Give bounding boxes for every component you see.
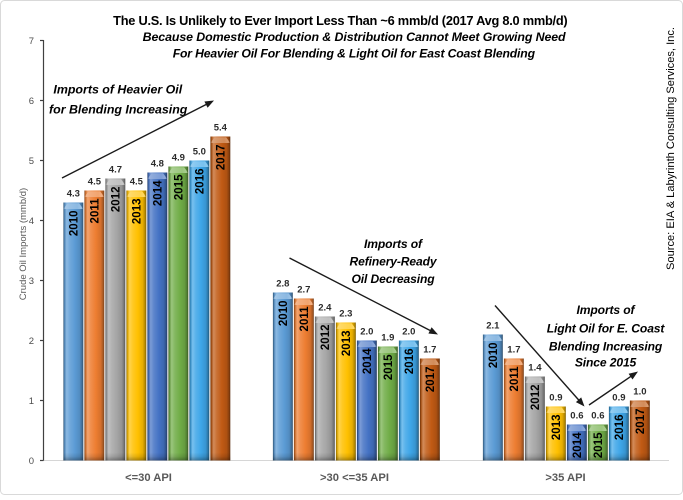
- svg-text:0: 0: [29, 456, 34, 467]
- svg-text:2010: 2010: [69, 211, 81, 237]
- svg-text:1.0: 1.0: [633, 387, 646, 398]
- svg-text:For Heavier Oil For Blending &: For Heavier Oil For Blending & Light Oil…: [173, 46, 536, 60]
- svg-text:Imports of: Imports of: [364, 237, 424, 251]
- svg-text:2.0: 2.0: [360, 327, 373, 338]
- svg-text:Imports of Heavier Oil: Imports of Heavier Oil: [53, 83, 182, 97]
- svg-text:for Blending Increasing: for Blending Increasing: [49, 102, 188, 116]
- svg-text:2011: 2011: [509, 366, 521, 392]
- svg-text:2.7: 2.7: [297, 285, 310, 296]
- svg-text:2012: 2012: [530, 385, 542, 411]
- svg-text:2014: 2014: [153, 180, 165, 206]
- svg-text:1.7: 1.7: [423, 345, 436, 356]
- svg-text:5: 5: [29, 156, 34, 167]
- svg-text:2014: 2014: [362, 348, 374, 374]
- svg-text:0.6: 0.6: [591, 411, 604, 422]
- svg-text:2011: 2011: [90, 198, 102, 224]
- svg-text:Imports of: Imports of: [577, 303, 637, 317]
- svg-text:6: 6: [29, 96, 34, 107]
- svg-text:2014: 2014: [572, 432, 584, 458]
- svg-text:Since 2015: Since 2015: [575, 356, 637, 370]
- svg-text:Source: EIA & Labyrinth Consul: Source: EIA & Labyrinth Consulting Servi…: [665, 27, 677, 270]
- svg-text:<=30 API: <=30 API: [125, 472, 172, 484]
- svg-text:4.8: 4.8: [151, 159, 164, 170]
- svg-text:2012: 2012: [111, 187, 123, 213]
- svg-text:2015: 2015: [383, 354, 395, 380]
- svg-text:3: 3: [29, 276, 34, 287]
- svg-text:2017: 2017: [216, 145, 228, 171]
- svg-text:The U.S. Is Unlikely to Ever I: The U.S. Is Unlikely to Ever Import Less…: [113, 13, 567, 28]
- svg-text:0.9: 0.9: [549, 393, 562, 404]
- svg-text:2.4: 2.4: [318, 303, 332, 314]
- svg-text:2011: 2011: [299, 306, 311, 332]
- svg-text:Blending Increasing: Blending Increasing: [549, 340, 663, 354]
- svg-text:4: 4: [29, 216, 34, 227]
- svg-text:2013: 2013: [551, 415, 563, 441]
- svg-text:Oil Decreasing: Oil Decreasing: [351, 272, 435, 286]
- svg-text:2017: 2017: [425, 367, 437, 393]
- svg-text:7: 7: [29, 36, 34, 47]
- svg-text:>30 <=35 API: >30 <=35 API: [320, 472, 389, 484]
- svg-text:2012: 2012: [320, 325, 332, 351]
- svg-text:2: 2: [29, 336, 34, 347]
- svg-text:4.5: 4.5: [88, 177, 102, 188]
- svg-text:2016: 2016: [195, 169, 207, 195]
- svg-text:2013: 2013: [132, 199, 144, 225]
- svg-text:2015: 2015: [174, 174, 186, 200]
- svg-text:Because Domestic Production &: Because Domestic Production & Distributi…: [143, 30, 566, 44]
- svg-text:0.6: 0.6: [570, 411, 583, 422]
- svg-text:Light Oil for E. Coast: Light Oil for E. Coast: [547, 321, 666, 335]
- svg-text:2016: 2016: [614, 415, 626, 441]
- svg-text:4.3: 4.3: [67, 189, 80, 200]
- svg-text:2.1: 2.1: [486, 321, 500, 332]
- svg-text:2.3: 2.3: [339, 309, 352, 320]
- svg-text:2017: 2017: [635, 409, 647, 435]
- svg-text:1.9: 1.9: [381, 333, 394, 344]
- svg-text:1.7: 1.7: [507, 345, 520, 356]
- svg-text:2015: 2015: [593, 432, 605, 458]
- svg-text:4.9: 4.9: [172, 153, 185, 164]
- svg-text:Crude Oil Imports (mmb/d): Crude Oil Imports (mmb/d): [18, 188, 29, 300]
- svg-text:5.0: 5.0: [193, 147, 206, 158]
- svg-text:1.4: 1.4: [528, 363, 542, 374]
- svg-text:5.4: 5.4: [214, 123, 228, 134]
- svg-text:4.7: 4.7: [109, 165, 122, 176]
- svg-text:2.8: 2.8: [276, 279, 289, 290]
- svg-text:2010: 2010: [278, 301, 290, 327]
- svg-text:Refinery-Ready: Refinery-Ready: [349, 254, 437, 268]
- svg-text:2010: 2010: [488, 343, 500, 369]
- svg-text:2013: 2013: [341, 331, 353, 357]
- svg-text:2.0: 2.0: [402, 327, 415, 338]
- svg-text:1: 1: [29, 396, 34, 407]
- svg-text:0.9: 0.9: [612, 393, 625, 404]
- svg-text:2016: 2016: [404, 349, 416, 375]
- svg-text:4.5: 4.5: [130, 177, 144, 188]
- svg-text:>35 API: >35 API: [545, 472, 585, 484]
